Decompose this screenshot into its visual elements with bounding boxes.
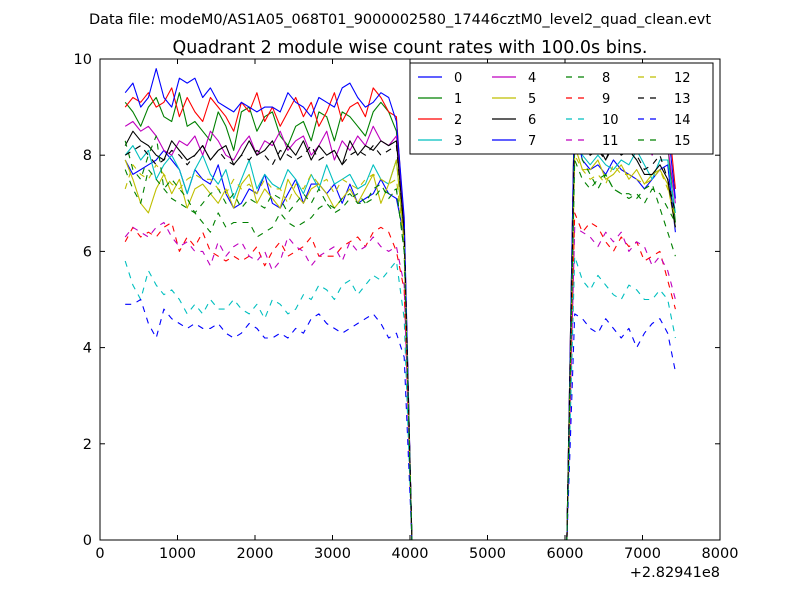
x-tick-label: 7000: [624, 546, 661, 562]
x-tick-label: 1000: [159, 546, 196, 562]
y-tick-label: 6: [83, 244, 92, 260]
x-tick-label: 5000: [469, 546, 506, 562]
series-line-14: [125, 298, 676, 541]
x-tick-label: 8000: [702, 546, 739, 562]
legend-label-3: 3: [454, 134, 462, 149]
legend-frame: [409, 62, 714, 155]
legend-label-0: 0: [454, 71, 462, 86]
legend-label-6: 6: [528, 113, 536, 128]
series-line-10: [124, 255, 676, 541]
x-tick-label: 6000: [547, 546, 584, 562]
series-line-9: [124, 212, 676, 541]
legend-label-2: 2: [454, 113, 462, 128]
legend-label-8: 8: [602, 71, 610, 86]
legend-label-5: 5: [528, 92, 536, 107]
legend-label-15: 15: [674, 134, 691, 149]
legend-label-10: 10: [602, 113, 619, 128]
legend-label-11: 11: [602, 134, 619, 149]
y-tick-label: 0: [83, 533, 92, 549]
y-tick-label: 2: [83, 437, 92, 453]
series-line-5: [124, 145, 676, 541]
series-line-8: [124, 135, 676, 541]
series-line-13: [124, 125, 676, 541]
x-tick-label: 2000: [237, 546, 274, 562]
y-tick-label: 4: [83, 341, 92, 357]
chart-title: Quadrant 2 module wise count rates with …: [173, 38, 648, 58]
x-tick-label: 0: [95, 546, 104, 562]
legend-label-7: 7: [528, 134, 536, 149]
y-tick-label: 8: [83, 148, 92, 164]
x-axis-offset-label: +2.82941e8: [630, 565, 720, 581]
series-line-11: [124, 221, 676, 541]
legend-label-9: 9: [602, 92, 610, 107]
legend-label-12: 12: [674, 71, 691, 86]
legend-label-1: 1: [454, 92, 462, 107]
axes-frame: [99, 58, 721, 541]
legend-label-13: 13: [674, 92, 691, 107]
series-lines: [124, 68, 676, 541]
x-tick-label: 3000: [314, 546, 351, 562]
series-line-12: [124, 154, 676, 541]
figure-suptitle: Data file: modeM0/AS1A05_068T01_90000025…: [89, 12, 711, 28]
y-tick-label: 10: [74, 52, 92, 68]
legend-label-4: 4: [528, 71, 536, 86]
x-tick-label: 4000: [392, 546, 429, 562]
legend-label-14: 14: [674, 113, 691, 128]
